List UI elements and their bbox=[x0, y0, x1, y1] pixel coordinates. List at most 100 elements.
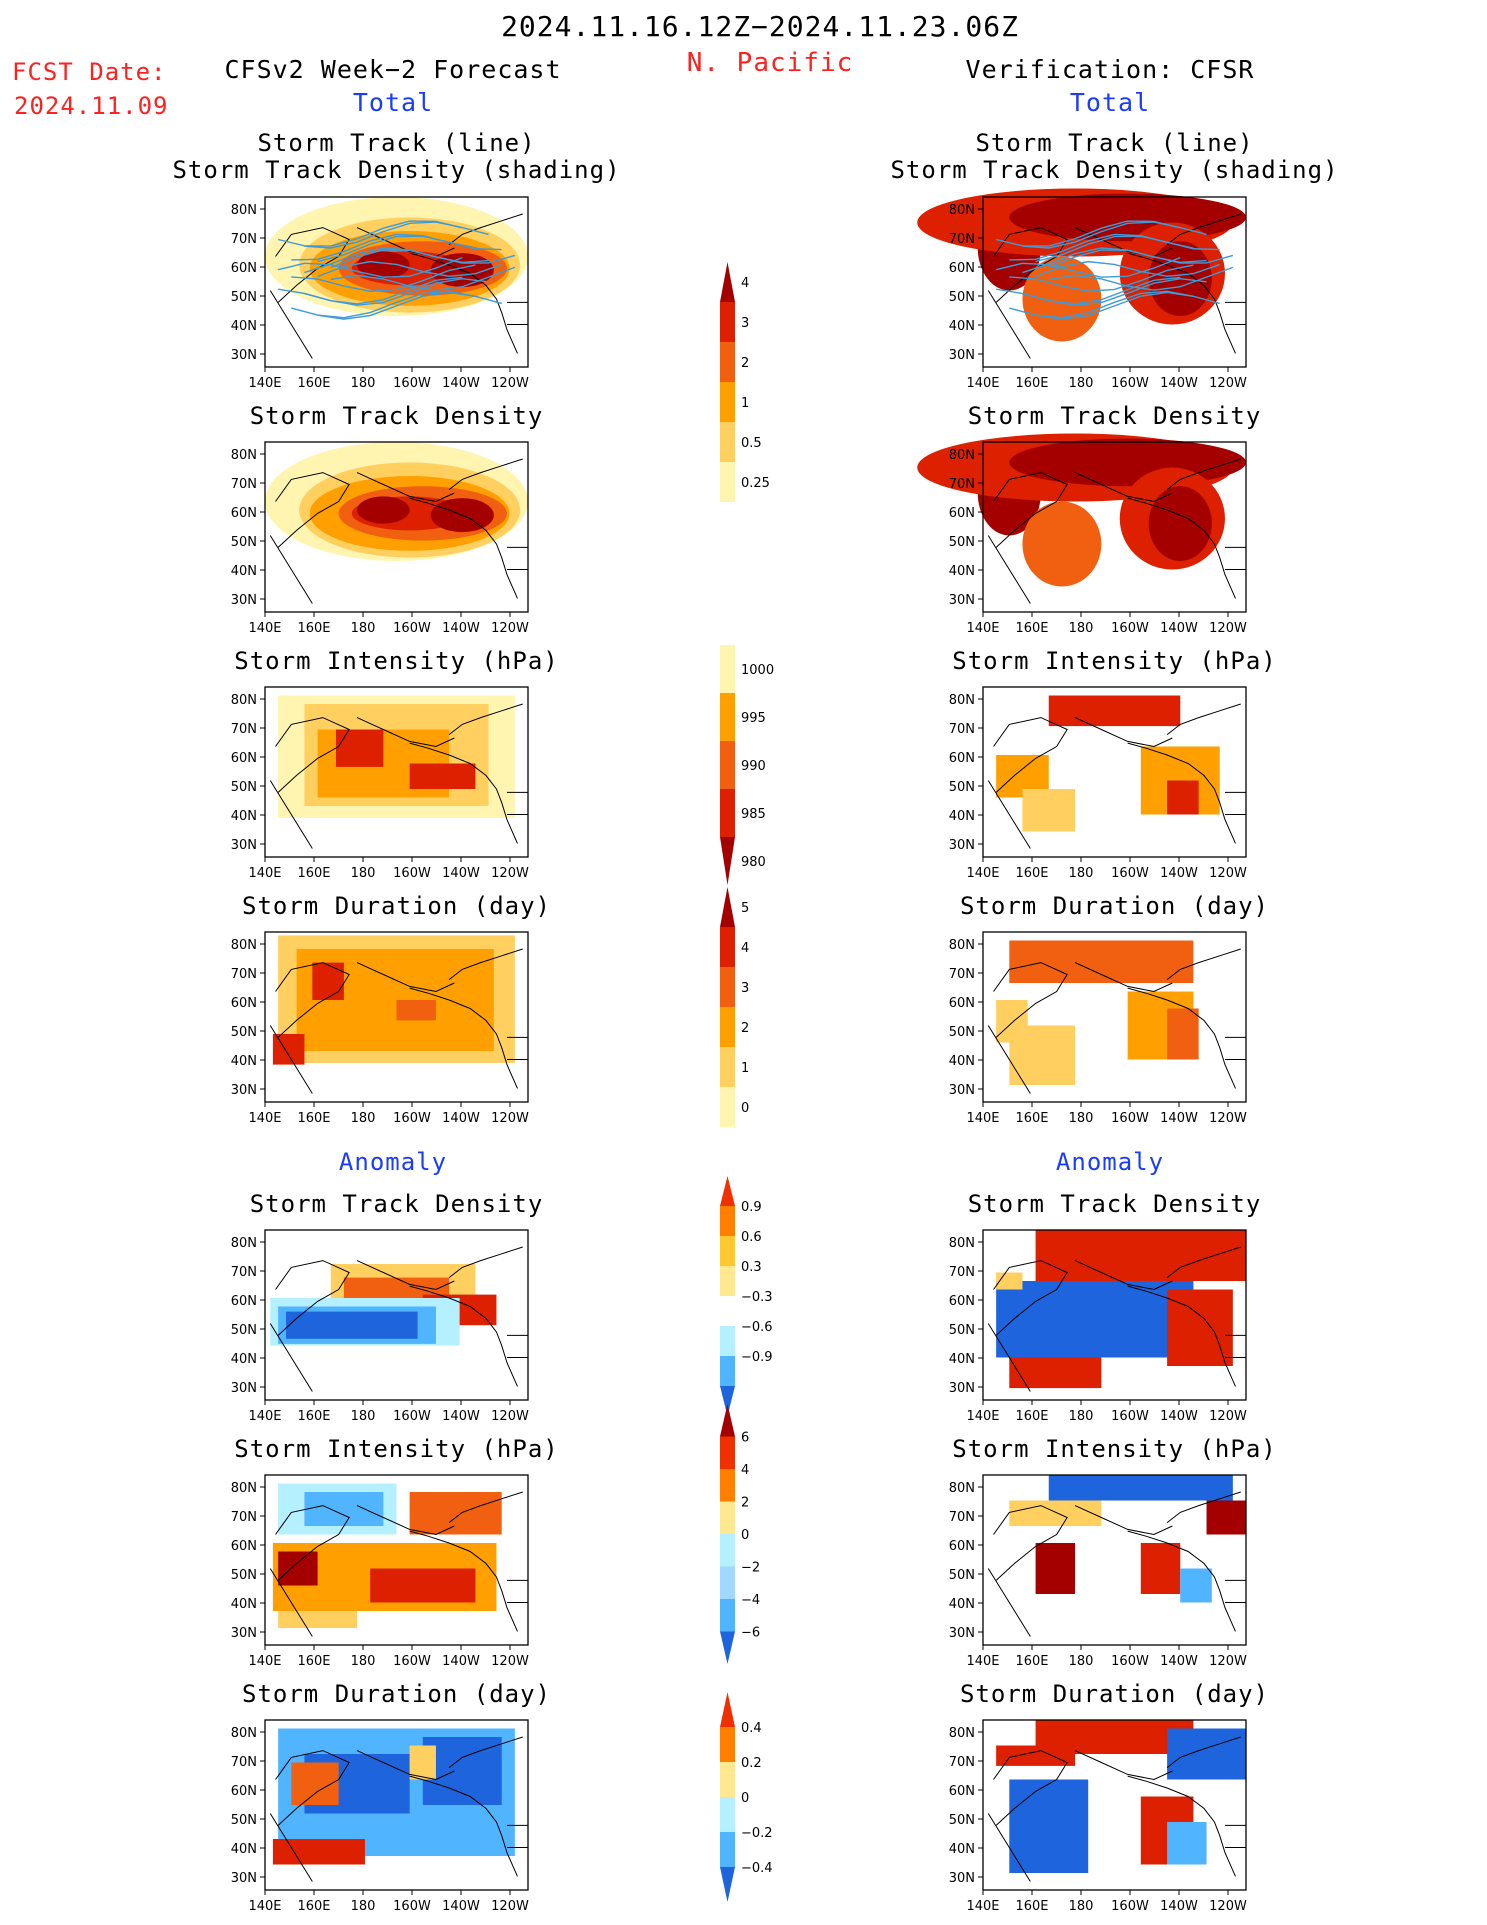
lat-tick-label: 60N bbox=[231, 1294, 257, 1309]
storm-track-line bbox=[1048, 249, 1234, 269]
colorbar-label: −4 bbox=[741, 1593, 760, 1608]
storm-track-line bbox=[317, 260, 502, 278]
lat-tick-label: 30N bbox=[231, 348, 257, 363]
storm-track-line bbox=[304, 277, 489, 306]
lat-tick-label: 80N bbox=[231, 938, 257, 953]
panel-title-density: Storm Track Density bbox=[249, 402, 544, 430]
lon-tick-label: 140W bbox=[442, 1111, 480, 1126]
lon-tick-label: 120W bbox=[1209, 1409, 1247, 1424]
lat-tick-label: 60N bbox=[231, 1784, 257, 1799]
fcst-date-label: FCST Date: bbox=[12, 58, 167, 86]
lon-tick-label: 160E bbox=[297, 866, 330, 881]
colorbar-density-total: 4 3 2 1 0.5 0.25 bbox=[720, 262, 770, 502]
lon-tick-label: 140E bbox=[966, 621, 999, 636]
lon-tick-label: 140W bbox=[1160, 621, 1198, 636]
lat-tick-label: 40N bbox=[231, 809, 257, 824]
panel-title-intensity: Storm Intensity (hPa) bbox=[234, 647, 559, 675]
lat-tick-label: 40N bbox=[949, 809, 975, 824]
colorbar-label: 0 bbox=[741, 1528, 749, 1543]
colorbar-duration-total: 5 4 3 2 1 0 bbox=[720, 887, 749, 1127]
lon-tick-label: 160E bbox=[1015, 621, 1048, 636]
map-panel-vf-aduration: 80N 70N 60N 50N 40N 30N 140E 160E 180 160W 140W 120… bbox=[949, 1719, 1247, 1914]
lon-tick-label: 180 bbox=[1069, 1654, 1094, 1669]
colorbar-label: 4 bbox=[741, 1463, 749, 1478]
panel-title-intensity: Storm Intensity (hPa) bbox=[952, 1435, 1277, 1463]
lat-tick-label: 40N bbox=[949, 564, 975, 579]
lon-tick-label: 160E bbox=[1015, 1654, 1048, 1669]
lon-tick-label: 120W bbox=[491, 1654, 529, 1669]
lat-tick-label: 30N bbox=[949, 1871, 975, 1886]
colorbar-label: −0.3 bbox=[741, 1290, 773, 1305]
lat-tick-label: 30N bbox=[231, 838, 257, 853]
colorbar-label: 6 bbox=[741, 1431, 749, 1446]
lat-tick-label: 70N bbox=[949, 967, 975, 982]
colorbar-label: 1 bbox=[741, 396, 749, 411]
map-panel-vf-adensity: 80N 70N 60N 50N 40N 30N 140E 160E 180 160W 140W 120… bbox=[949, 1229, 1247, 1424]
lon-tick-label: 140W bbox=[1160, 1409, 1198, 1424]
lat-tick-label: 80N bbox=[949, 693, 975, 708]
map-panel-fc-track: 80N 70N 60N 50N 40N 30N 140E 160E 180 160W 140W 120… bbox=[231, 196, 529, 391]
map-panel-vf-duration: 80N 70N 60N 50N 40N 30N 140E 160E 180 160W 140W 120… bbox=[949, 931, 1247, 1126]
storm-track-line bbox=[1022, 277, 1207, 306]
colorbar-label: 2 bbox=[741, 1496, 749, 1511]
lat-tick-label: 60N bbox=[231, 261, 257, 276]
lat-tick-label: 70N bbox=[231, 967, 257, 982]
lat-tick-label: 50N bbox=[949, 1568, 975, 1583]
lon-tick-label: 140W bbox=[1160, 376, 1198, 391]
lon-tick-label: 160W bbox=[1111, 1899, 1149, 1914]
lon-tick-label: 140E bbox=[248, 1409, 281, 1424]
lon-tick-label: 140E bbox=[248, 621, 281, 636]
lon-tick-label: 180 bbox=[1069, 1111, 1094, 1126]
lat-tick-label: 70N bbox=[949, 1510, 975, 1525]
verification-anomaly-label: Anomaly bbox=[1055, 1148, 1165, 1176]
lon-tick-label: 140E bbox=[966, 866, 999, 881]
colorbar-label: 995 bbox=[741, 711, 766, 726]
lon-tick-label: 160E bbox=[297, 621, 330, 636]
colorbar-label: −2 bbox=[741, 1561, 760, 1576]
lon-tick-label: 120W bbox=[491, 1111, 529, 1126]
lat-tick-label: 30N bbox=[949, 1381, 975, 1396]
panel-title-duration: Storm Duration (day) bbox=[242, 1680, 551, 1708]
lat-tick-label: 80N bbox=[949, 1726, 975, 1741]
lon-tick-label: 140W bbox=[442, 1899, 480, 1914]
lat-tick-label: 40N bbox=[949, 1054, 975, 1069]
lon-tick-label: 160W bbox=[1111, 376, 1149, 391]
lat-tick-label: 60N bbox=[231, 1539, 257, 1554]
lon-tick-label: 140E bbox=[248, 1654, 281, 1669]
lat-tick-label: 50N bbox=[231, 1813, 257, 1828]
lon-tick-label: 180 bbox=[1069, 621, 1094, 636]
lon-tick-label: 160W bbox=[1111, 1111, 1149, 1126]
lat-tick-label: 50N bbox=[231, 1568, 257, 1583]
lon-tick-label: 160W bbox=[1111, 866, 1149, 881]
lon-tick-label: 140W bbox=[1160, 1654, 1198, 1669]
lat-tick-label: 50N bbox=[231, 1323, 257, 1338]
lon-tick-label: 180 bbox=[351, 1654, 376, 1669]
lat-tick-label: 70N bbox=[949, 477, 975, 492]
lon-tick-label: 140E bbox=[248, 1111, 281, 1126]
lon-tick-label: 120W bbox=[491, 1409, 529, 1424]
colorbar-label: 985 bbox=[741, 807, 766, 822]
lon-tick-label: 140W bbox=[442, 1654, 480, 1669]
lat-tick-label: 40N bbox=[949, 1842, 975, 1857]
lat-tick-label: 80N bbox=[231, 1726, 257, 1741]
lon-tick-label: 140W bbox=[1160, 866, 1198, 881]
lon-tick-label: 180 bbox=[351, 1111, 376, 1126]
map-panel-vf-intensity: 80N 70N 60N 50N 40N 30N 140E 160E 180 160W 140W 120… bbox=[949, 686, 1247, 881]
panel-title-density: Storm Track Density bbox=[967, 402, 1262, 430]
lat-tick-label: 60N bbox=[949, 261, 975, 276]
colorbar-label: −0.2 bbox=[741, 1826, 773, 1841]
lat-tick-label: 40N bbox=[231, 564, 257, 579]
panel-title-density: Storm Track Density bbox=[967, 1190, 1262, 1218]
panel-title-track-line-1: Storm Track (line) bbox=[257, 129, 536, 157]
lat-tick-label: 80N bbox=[949, 938, 975, 953]
colorbar-label: 0.3 bbox=[741, 1260, 762, 1275]
lat-tick-label: 50N bbox=[949, 1813, 975, 1828]
colorbar-label: 0.6 bbox=[741, 1230, 762, 1245]
lat-tick-label: 50N bbox=[231, 1025, 257, 1040]
panel-title-track-line-1: Storm Track (line) bbox=[975, 129, 1254, 157]
lon-tick-label: 180 bbox=[1069, 376, 1094, 391]
lat-tick-label: 30N bbox=[231, 1871, 257, 1886]
lon-tick-label: 140W bbox=[442, 1409, 480, 1424]
map-panel-fc-intensity: 80N 70N 60N 50N 40N 30N 140E 160E 180 160W 140W 120… bbox=[231, 686, 529, 881]
lon-tick-label: 160W bbox=[393, 621, 431, 636]
